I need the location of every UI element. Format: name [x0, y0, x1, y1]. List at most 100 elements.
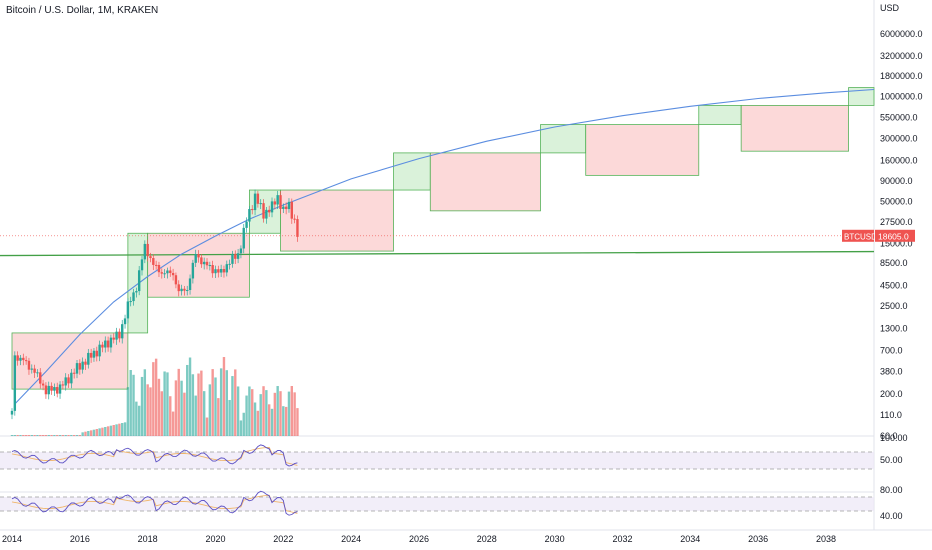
volume-bar — [70, 435, 73, 436]
candle-body — [53, 387, 56, 391]
candle-body — [115, 331, 118, 340]
candle-body — [253, 193, 257, 211]
volume-bar — [217, 398, 220, 436]
price-axis-tick: 1800000.0 — [880, 71, 923, 81]
candle-body — [242, 227, 245, 249]
osc2-band — [0, 497, 874, 511]
volume-bar — [194, 395, 197, 436]
time-axis-tick: 2032 — [612, 534, 632, 544]
price-axis-tick: 8500.0 — [880, 258, 908, 268]
osc1-tick: 50.00 — [880, 455, 903, 465]
candle-body — [200, 257, 203, 265]
candle-body — [92, 350, 96, 358]
volume-bar — [121, 423, 124, 436]
green-box — [393, 152, 431, 191]
volume-bar — [10, 435, 14, 436]
red-box — [147, 232, 250, 298]
candle-body — [194, 253, 197, 263]
price-axis-tick: 380.0 — [880, 367, 903, 377]
volume-bar — [104, 427, 107, 436]
candle-body — [95, 350, 98, 357]
volume-bar — [19, 435, 22, 436]
time-axis-tick: 2022 — [273, 534, 293, 544]
candle-body — [152, 258, 155, 265]
volume-bar — [87, 431, 90, 436]
price-axis-tick: 6000000.0 — [880, 29, 923, 39]
volume-bar — [219, 368, 223, 436]
volume-bar — [287, 391, 291, 436]
candle-body — [118, 331, 121, 339]
price-axis-tick: 15000.0 — [880, 238, 913, 248]
candle-body — [282, 206, 285, 209]
volume-bar — [169, 396, 172, 436]
volume-bar — [39, 435, 42, 436]
volume-bar — [160, 391, 163, 436]
candle-body — [137, 270, 141, 292]
red-box — [740, 104, 849, 152]
volume-bar — [137, 405, 141, 436]
candle-body — [27, 360, 31, 370]
time-axis-tick: 2024 — [341, 534, 361, 544]
candle-body — [30, 368, 33, 370]
volume-bar — [205, 417, 209, 436]
candle-body — [123, 318, 127, 325]
time-axis-tick: 2026 — [409, 534, 429, 544]
candle-body — [126, 301, 130, 319]
volume-bar — [140, 376, 144, 436]
volume-bars — [10, 357, 299, 436]
volume-bar — [132, 374, 135, 436]
volume-bar — [183, 392, 186, 436]
volume-bar — [44, 435, 48, 436]
price-axis-unit: USD — [880, 3, 900, 13]
volume-bar — [58, 435, 62, 436]
candle-body — [183, 288, 186, 291]
green-box — [698, 104, 742, 125]
volume-bar — [248, 386, 251, 436]
volume-bar — [163, 371, 166, 436]
candle-body — [129, 301, 132, 303]
volume-bar — [208, 384, 212, 436]
price-tag-symbol: BTCUSD — [844, 232, 877, 241]
osc2-line — [11, 490, 298, 516]
price-axis-tick: 60.0 — [880, 431, 898, 441]
volume-bar — [22, 435, 25, 436]
time-axis-tick: 2020 — [205, 534, 225, 544]
volume-bar — [56, 435, 59, 436]
candle-body — [22, 357, 25, 361]
candle-body — [50, 385, 53, 391]
price-axis-tick: 160000.0 — [880, 156, 918, 166]
time-axis-tick: 2014 — [2, 534, 22, 544]
candle-body — [214, 269, 217, 274]
volume-bar — [242, 412, 245, 436]
candle-body — [81, 361, 84, 370]
candle-body — [202, 261, 206, 265]
candle-body — [132, 292, 135, 302]
candle-body — [149, 256, 152, 259]
price-axis-tick: 700.0 — [880, 345, 903, 355]
candle-body — [290, 201, 293, 219]
volume-bar — [166, 372, 169, 436]
volume-bar — [135, 401, 138, 436]
volume-bar — [236, 386, 240, 436]
candle-body — [64, 377, 67, 386]
candle-body — [267, 209, 271, 213]
candle-body — [287, 201, 291, 210]
candle-body — [89, 352, 93, 358]
price-axis-tick: 300000.0 — [880, 134, 918, 144]
candle-body — [205, 261, 209, 266]
price-axis-tick: 200.0 — [880, 389, 903, 399]
volume-bar — [270, 408, 274, 436]
candle-body — [87, 352, 90, 365]
volume-bar — [231, 376, 234, 436]
osc1-tick: 100.00 — [880, 433, 908, 443]
red-box — [429, 152, 541, 212]
price-axis-tick: 4500.0 — [880, 280, 908, 290]
time-axis-tick: 2016 — [70, 534, 90, 544]
volume-bar — [222, 357, 226, 436]
price-axis-tick: 27500.0 — [880, 217, 913, 227]
candle-body — [273, 201, 277, 205]
volume-bar — [95, 429, 98, 436]
price-tag-symbol-bg — [842, 229, 874, 242]
candle-body — [265, 209, 268, 219]
